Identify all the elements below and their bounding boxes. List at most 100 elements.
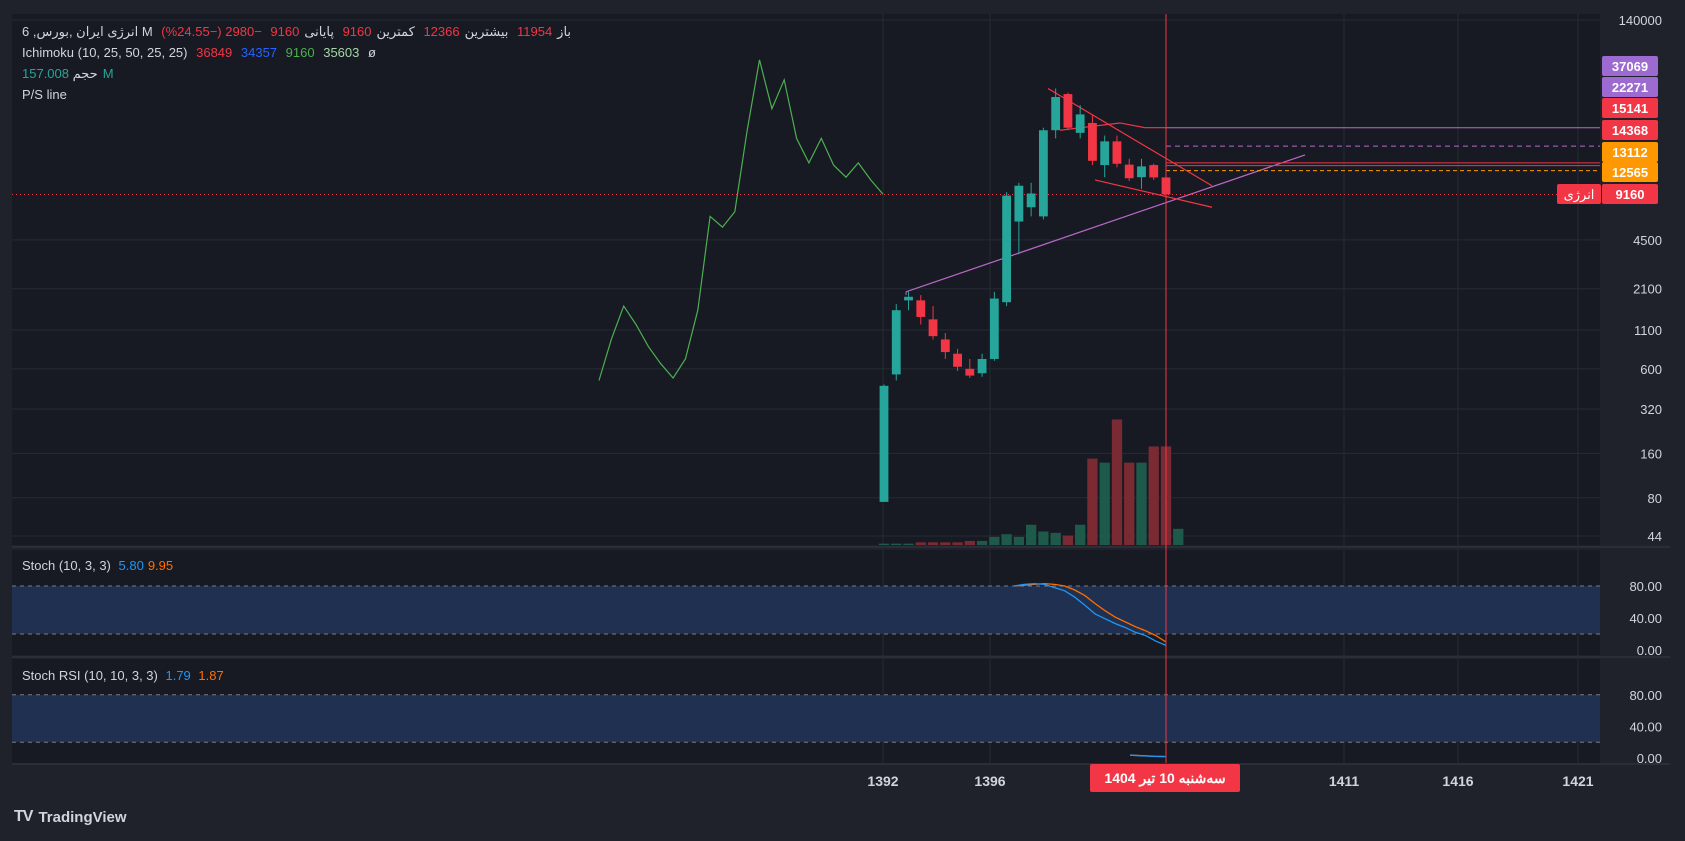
ichimoku-legend[interactable]: Ichimoku (10, 25, 50, 25, 25) 36849 3435… — [22, 45, 381, 60]
symbol-tag-label: انرژی — [1564, 187, 1595, 203]
candle-body — [1137, 166, 1146, 178]
price-tag-value: 13112 — [1612, 145, 1647, 160]
volume-bar — [989, 536, 1000, 545]
candle-body — [928, 319, 938, 337]
candle-body — [1026, 193, 1036, 208]
candle-body — [904, 296, 913, 301]
volume-bar — [1038, 531, 1049, 545]
y-tick-label: 44 — [1648, 529, 1662, 544]
candle-body — [879, 385, 889, 502]
volume-bar — [1148, 446, 1159, 545]
candle-body — [1112, 141, 1122, 164]
candle-body — [1063, 94, 1073, 128]
candle-body — [940, 339, 950, 353]
stoch-rsi-tick: 40.00 — [1629, 719, 1662, 734]
y-tick-label: 600 — [1640, 362, 1662, 377]
candle-body — [1014, 185, 1024, 222]
price-tag-value: 14368 — [1612, 123, 1648, 138]
ps-line-label: P/S line — [22, 87, 67, 102]
stoch-rsi-band — [12, 694, 1600, 743]
price-tag-value: 9160 — [1616, 187, 1645, 202]
ps-line-legend[interactable]: P/S line — [22, 87, 72, 102]
candle-body — [965, 368, 975, 376]
stoch-rsi-k-line — [1129, 754, 1167, 758]
volume-bar — [1050, 532, 1061, 545]
candle-body — [1002, 195, 1012, 303]
candle-body — [953, 353, 962, 367]
stoch-rsi-label: Stoch RSI (10, 10, 3, 3) — [22, 668, 158, 683]
legend-change: −2980 (−24.55%) — [161, 24, 262, 39]
ichimoku-value-1: 36849 — [196, 45, 233, 60]
lower-trendline — [1094, 179, 1213, 208]
candle-body — [891, 310, 901, 375]
x-tick-label: 1411 — [1329, 773, 1360, 789]
candle-body — [1124, 164, 1134, 179]
stoch-d-value: 9.95 — [147, 558, 174, 573]
legend-open-label: باز — [557, 24, 572, 39]
price-tag-value: 22271 — [1612, 80, 1648, 95]
x-tick-label: 1392 — [867, 773, 898, 789]
y-tick-label: 1100 — [1634, 323, 1662, 338]
volume-bar — [1173, 528, 1184, 545]
volume-bar — [1111, 419, 1123, 545]
volume-value: 157.008M — [22, 66, 114, 81]
price-tag-value: 37069 — [1612, 59, 1648, 74]
volume-bar — [940, 542, 951, 545]
volume-bar — [1124, 462, 1135, 545]
ichimoku-value-2: 34357 — [240, 45, 278, 60]
volume-bar — [964, 540, 975, 545]
y-tick-label: 160 — [1640, 446, 1662, 461]
stoch-rsi-tick: 0.00 — [1637, 751, 1662, 766]
candle-body — [1038, 130, 1048, 217]
tradingview-branding[interactable]: TV TradingView — [14, 808, 127, 826]
stoch-rsi-legend[interactable]: Stoch RSI (10, 10, 3, 3) 1.79 1.87 — [22, 668, 228, 683]
crosshair-date-label: سه‌شنبه 10 تیر 1404 — [1104, 770, 1225, 787]
volume-bar — [976, 540, 988, 545]
ichimoku-value-3: 9160 — [285, 45, 315, 60]
legend-high-label: بیشترین — [464, 24, 509, 39]
y-tick-label: 80 — [1648, 491, 1662, 506]
candle-body — [1051, 97, 1061, 131]
volume-bar — [1087, 458, 1098, 545]
candle-body — [1149, 165, 1159, 178]
price-legend: 6 ,انرژی ایران ,بورس M باز 11954 بیشترین 1… — [22, 24, 576, 40]
volume-bar — [952, 542, 963, 545]
stoch-tick: 40.00 — [1629, 611, 1662, 626]
y-tick-label: 2100 — [1633, 282, 1662, 297]
main-pane-bg — [12, 14, 1600, 545]
ichimoku-label: Ichimoku (10, 25, 50, 25, 25) — [22, 45, 188, 60]
price-tag-value: 15141 — [1612, 101, 1648, 116]
volume-bar — [878, 543, 890, 545]
x-tick-label: 1421 — [1562, 773, 1593, 789]
volume-legend[interactable]: حجم 157.008M — [22, 66, 119, 82]
volume-bar — [903, 543, 914, 545]
legend-low-label: کمترین — [376, 24, 415, 39]
price-tag — [1602, 184, 1658, 204]
price-tag — [1602, 162, 1658, 182]
legend-low: 9160 — [342, 24, 372, 39]
stoch-rsi-tick: 80.00 — [1629, 688, 1662, 703]
candle-body — [977, 358, 987, 374]
price-tag — [1602, 142, 1658, 162]
volume-bar — [1099, 462, 1110, 545]
volume-bar — [1075, 524, 1086, 545]
resistance-trendline — [1047, 87, 1213, 187]
volume-bar — [891, 543, 902, 545]
stoch-rsi-k-value: 1.79 — [165, 668, 191, 683]
price-tag — [1602, 77, 1658, 97]
ichimoku-hidden-icon[interactable]: ø — [368, 45, 376, 60]
candle-body — [1088, 122, 1097, 161]
stoch-legend[interactable]: Stoch (10, 3, 3) 5.80 9.95 — [22, 558, 177, 573]
legend-symbol[interactable]: 6 ,انرژی ایران ,بورس M — [22, 24, 153, 39]
candle-body — [1100, 141, 1110, 166]
stoch-k-line — [1013, 582, 1167, 647]
ps-line — [598, 59, 884, 381]
symbol-tag — [1557, 184, 1601, 204]
candle-body — [916, 300, 926, 317]
legend-close-label: پایانی — [304, 24, 334, 39]
legend-close: 9160 — [270, 24, 300, 39]
legend-high: 12366 — [423, 24, 460, 39]
volume-bar — [927, 542, 939, 545]
stoch-band — [12, 586, 1600, 634]
